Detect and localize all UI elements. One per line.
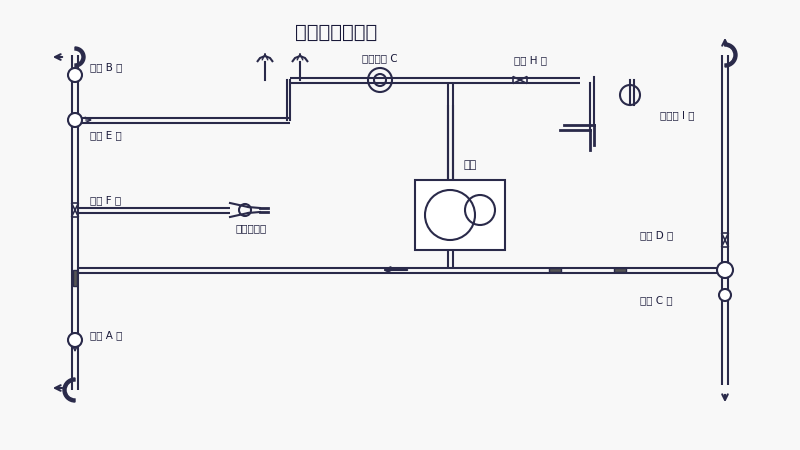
Text: 球阀 C 开: 球阀 C 开 xyxy=(640,295,673,305)
Polygon shape xyxy=(722,233,729,240)
Wedge shape xyxy=(75,47,85,67)
Text: 球阀 D 开: 球阀 D 开 xyxy=(640,230,674,240)
Circle shape xyxy=(68,333,82,347)
Circle shape xyxy=(68,113,82,127)
Circle shape xyxy=(719,289,731,301)
Polygon shape xyxy=(520,76,527,84)
Text: 球阀 B 开: 球阀 B 开 xyxy=(90,62,122,72)
Text: 球阀 H 关: 球阀 H 关 xyxy=(514,55,546,65)
Text: 消防栓 I 关: 消防栓 I 关 xyxy=(660,110,694,120)
Text: 球阀 F 关: 球阀 F 关 xyxy=(90,195,121,205)
Bar xyxy=(614,268,626,272)
Wedge shape xyxy=(63,378,75,402)
Circle shape xyxy=(68,68,82,82)
Polygon shape xyxy=(71,203,78,210)
Bar xyxy=(549,268,561,272)
Polygon shape xyxy=(513,76,520,84)
Text: 水泵: 水泵 xyxy=(463,160,477,170)
Text: 球阀 A 开: 球阀 A 开 xyxy=(90,330,122,340)
Wedge shape xyxy=(725,43,737,67)
Bar xyxy=(415,180,505,250)
Text: 洒水、浇灌花木: 洒水、浇灌花木 xyxy=(295,22,377,41)
Circle shape xyxy=(717,262,733,278)
Text: 洒水炮出口: 洒水炮出口 xyxy=(235,223,266,233)
Bar xyxy=(73,270,77,286)
Text: 三通球阀 C: 三通球阀 C xyxy=(362,53,398,63)
Polygon shape xyxy=(71,210,78,217)
Text: 球阀 E 开: 球阀 E 开 xyxy=(90,130,122,140)
Polygon shape xyxy=(722,240,729,247)
